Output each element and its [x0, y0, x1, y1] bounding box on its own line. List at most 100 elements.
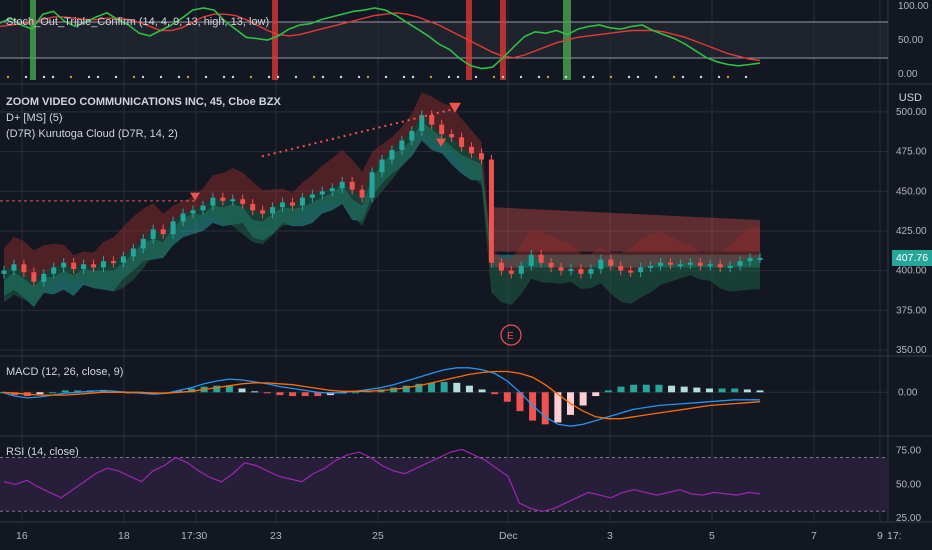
- macd-hist-bar-37: [465, 385, 473, 393]
- candle-body-59: [588, 269, 594, 274]
- stoch-marker-5: [87, 75, 91, 79]
- candle-body-2: [21, 264, 27, 273]
- price-tick-4: 400.00: [896, 266, 927, 277]
- candle-body-30: [299, 197, 305, 206]
- stoch-marker-20: [312, 75, 316, 79]
- macd-hist-bar-53: [668, 385, 676, 393]
- macd-tick-0: 0.00: [898, 387, 918, 398]
- candle-body-15: [150, 229, 156, 239]
- stoch-marker-45: [681, 75, 685, 79]
- time-label-6: 3: [607, 530, 613, 542]
- earnings-icon: [500, 324, 522, 346]
- macd-legend: MACD (12, 26, close, 9): [6, 364, 123, 380]
- stoch-marker-23: [357, 75, 361, 79]
- stoch-marker-17: [267, 75, 271, 79]
- macd-hist-bar-6: [74, 390, 82, 393]
- macd-hist-bar-51: [642, 384, 650, 393]
- macd-hist-bar-18: [225, 385, 233, 393]
- stoch-d-line: [0, 12, 761, 62]
- candle-body-42: [419, 115, 425, 131]
- candle-body-40: [399, 140, 405, 151]
- macd-hist-bar-56: [705, 388, 713, 393]
- candle-body-41: [409, 130, 415, 141]
- stoch-marker-31: [474, 75, 478, 79]
- stoch-marker-6: [96, 75, 100, 79]
- candle-body-24: [240, 199, 246, 204]
- price-legend: ZOOM VIDEO COMMUNICATIONS INC, 45, Cboe …: [6, 94, 281, 142]
- candle-body-33: [329, 188, 335, 192]
- macd-hist-bar-46: [579, 392, 587, 406]
- price-tick-5: 375.00: [896, 305, 927, 316]
- macd-hist-bar-60: [756, 390, 764, 393]
- macd-label: MACD (12, 26, close, 9): [6, 366, 124, 378]
- candle-body-35: [349, 181, 355, 190]
- candle-body-12: [120, 256, 126, 263]
- macd-hist-bar-58: [731, 388, 739, 393]
- stoch-marker-29: [447, 75, 451, 79]
- stoch-marker-24: [366, 75, 370, 79]
- stoch-signal-column-1: [272, 0, 278, 80]
- stoch-marker-36: [546, 75, 550, 79]
- candle-body-64: [638, 267, 644, 273]
- candle-body-44: [439, 124, 445, 135]
- time-label-3: 23: [270, 530, 282, 542]
- peak-marker-icon: [449, 102, 461, 113]
- macd-hist-bar-19: [238, 388, 246, 393]
- stoch-marker-7: [114, 75, 118, 79]
- candle-body-28: [280, 202, 286, 208]
- stoch-marker-11: [177, 75, 181, 79]
- indicator-kurutoga: (D7R) Kurutoga Cloud (D7R, 14, 2): [6, 128, 178, 140]
- candle-body-5: [51, 267, 57, 274]
- stoch-marker-42: [636, 75, 640, 79]
- stoch-legend: Stoch_Out_Triple_Confirm (14, 4, 9, 13, …: [6, 14, 269, 30]
- candle-body-13: [130, 248, 136, 257]
- candle-body-46: [459, 137, 465, 147]
- macd-hist-bar-39: [491, 392, 499, 395]
- candle-body-10: [100, 261, 106, 268]
- stoch-marker-43: [654, 75, 658, 79]
- macd-hist-bar-17: [213, 385, 221, 393]
- stoch-signal-column-0: [30, 0, 36, 80]
- candle-body-36: [359, 189, 365, 198]
- macd-hist-bar-34: [428, 382, 436, 393]
- macd-hist-bar-32: [402, 385, 410, 393]
- candle-body-1: [11, 264, 17, 271]
- candle-body-22: [220, 197, 226, 201]
- candle-body-66: [658, 262, 664, 266]
- candle-body-45: [449, 134, 455, 138]
- price-tick-0: 500.00: [896, 107, 927, 118]
- stoch-marker-40: [609, 75, 613, 79]
- time-label-5: Dec: [499, 530, 518, 542]
- candle-body-26: [260, 210, 266, 214]
- stoch-marker-4: [69, 75, 73, 79]
- candle-body-14: [140, 238, 146, 249]
- candle-body-72: [717, 264, 723, 268]
- macd-hist-bar-54: [680, 386, 688, 393]
- stoch-marker-25: [384, 75, 388, 79]
- stoch-label: Stoch_Out_Triple_Confirm (14, 4, 9, 13, …: [6, 16, 270, 28]
- macd-hist-bar-50: [630, 384, 638, 393]
- candle-body-53: [528, 254, 534, 266]
- macd-hist-bar-36: [453, 382, 461, 393]
- price-tick-1: 475.00: [896, 147, 927, 158]
- candle-body-76: [757, 257, 763, 260]
- candle-body-39: [389, 150, 395, 160]
- candle-body-52: [518, 265, 524, 274]
- time-label-9: 9: [877, 530, 883, 542]
- stoch-marker-14: [222, 75, 226, 79]
- stoch-marker-1: [24, 75, 28, 79]
- candle-body-50: [498, 262, 504, 271]
- macd-hist-bar-3: [36, 392, 44, 395]
- macd-hist-bar-23: [289, 392, 297, 397]
- candle-body-21: [210, 197, 216, 206]
- stoch-tick-1: 50.00: [898, 35, 923, 46]
- macd-hist-bar-22: [276, 392, 284, 396]
- rsi-tick-0: 75.00: [896, 446, 921, 457]
- macd-hist-bar-47: [592, 392, 600, 397]
- macd-hist-bar-5: [61, 390, 69, 393]
- stoch-tick-0: 100.00: [898, 1, 929, 12]
- candle-body-71: [707, 264, 713, 267]
- macd-hist-bar-44: [554, 392, 562, 423]
- candle-body-27: [270, 207, 276, 214]
- macd-hist-bar-40: [503, 392, 511, 402]
